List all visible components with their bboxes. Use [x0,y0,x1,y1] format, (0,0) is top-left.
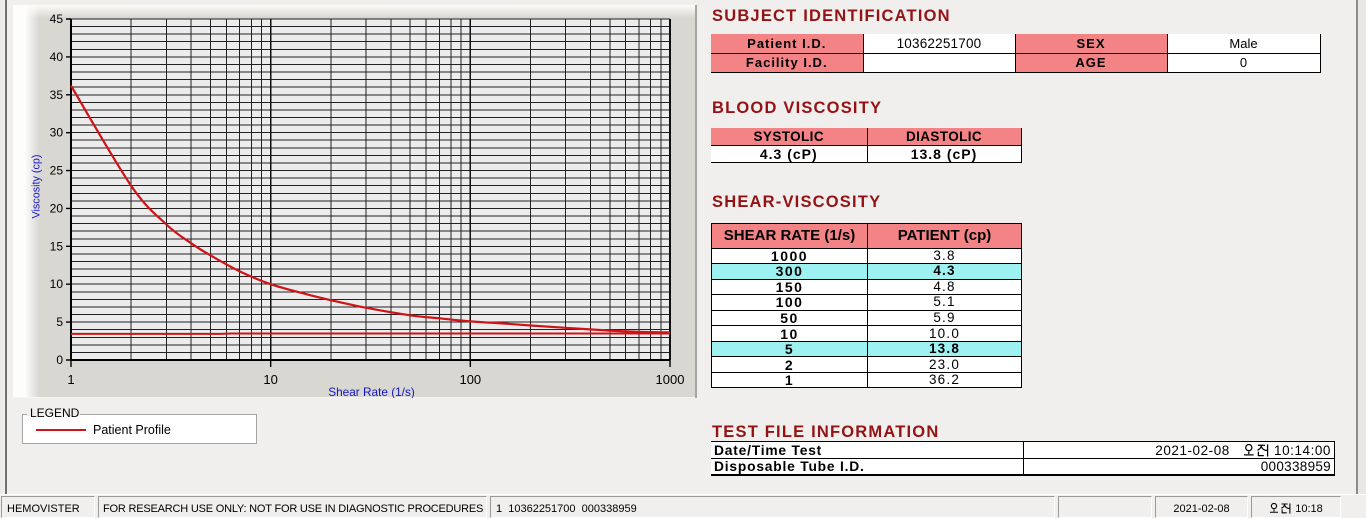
svg-text:5: 5 [56,315,63,329]
svg-text:10: 10 [50,277,64,291]
svg-text:25: 25 [50,164,64,178]
svg-text:40: 40 [50,50,64,64]
svg-text:0: 0 [56,353,63,367]
svg-text:Shear Rate (1/s): Shear Rate (1/s) [328,385,415,398]
svg-text:Viscosity (cp): Viscosity (cp) [31,155,43,219]
svg-text:20: 20 [50,201,64,215]
svg-text:1000: 1000 [656,372,685,387]
svg-text:35: 35 [50,88,64,102]
svg-text:1: 1 [67,372,74,387]
svg-text:10: 10 [263,372,277,387]
svg-text:45: 45 [50,12,64,26]
svg-text:100: 100 [459,372,481,387]
svg-text:15: 15 [50,239,64,253]
svg-text:30: 30 [50,126,64,140]
